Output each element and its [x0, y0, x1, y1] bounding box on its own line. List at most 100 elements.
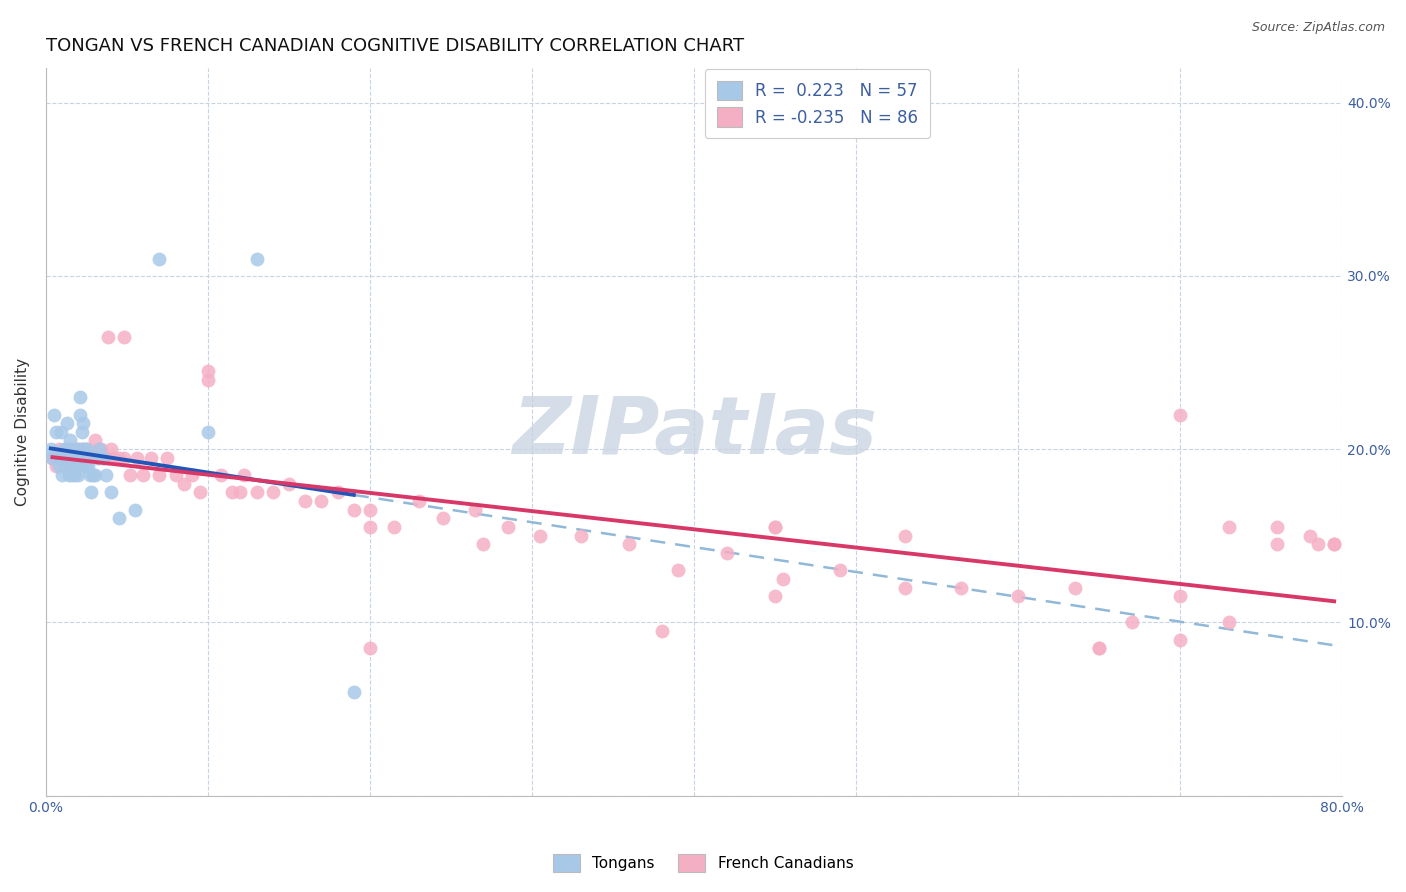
Point — [49, 450, 72, 465]
Point — [666, 564, 689, 578]
Point — [569, 529, 592, 543]
Point — [1007, 590, 1029, 604]
Point — [69, 390, 91, 404]
Point — [48, 442, 70, 457]
Point — [89, 442, 111, 457]
Point — [103, 450, 125, 465]
Point — [141, 450, 163, 465]
Point — [197, 364, 219, 378]
Point — [1306, 537, 1329, 551]
Point — [58, 450, 80, 465]
Point — [1088, 641, 1111, 656]
Point — [124, 503, 146, 517]
Point — [51, 450, 73, 465]
Point — [60, 450, 83, 465]
Point — [1267, 520, 1289, 534]
Point — [229, 485, 252, 500]
Point — [343, 684, 366, 698]
Point — [1064, 581, 1087, 595]
Point — [58, 442, 80, 457]
Point — [79, 468, 101, 483]
Point — [55, 459, 77, 474]
Point — [108, 511, 131, 525]
Point — [180, 468, 202, 483]
Point — [42, 408, 65, 422]
Point — [73, 442, 96, 457]
Point — [197, 373, 219, 387]
Point — [209, 468, 232, 483]
Point — [58, 468, 80, 483]
Text: TONGAN VS FRENCH CANADIAN COGNITIVE DISABILITY CORRELATION CHART: TONGAN VS FRENCH CANADIAN COGNITIVE DISA… — [46, 37, 744, 55]
Point — [108, 450, 131, 465]
Point — [894, 581, 917, 595]
Point — [49, 425, 72, 439]
Point — [82, 468, 104, 483]
Point — [56, 416, 79, 430]
Text: ZIPatlas: ZIPatlas — [512, 392, 876, 471]
Point — [472, 537, 495, 551]
Point — [63, 468, 86, 483]
Point — [45, 425, 67, 439]
Legend: R =  0.223   N = 57, R = -0.235   N = 86: R = 0.223 N = 57, R = -0.235 N = 86 — [704, 69, 929, 138]
Point — [48, 459, 70, 474]
Point — [76, 459, 98, 474]
Point — [45, 459, 67, 474]
Point — [52, 450, 75, 465]
Point — [90, 442, 112, 457]
Point — [716, 546, 738, 560]
Point — [51, 450, 73, 465]
Point — [52, 442, 75, 457]
Point — [56, 442, 79, 457]
Legend: Tongans, French Canadians: Tongans, French Canadians — [546, 846, 860, 880]
Point — [55, 450, 77, 465]
Point — [46, 450, 69, 465]
Point — [112, 450, 135, 465]
Point — [77, 459, 100, 474]
Point — [56, 450, 79, 465]
Point — [125, 450, 148, 465]
Point — [51, 468, 73, 483]
Point — [619, 537, 641, 551]
Point — [62, 459, 84, 474]
Point — [93, 450, 115, 465]
Point — [950, 581, 973, 595]
Point — [432, 511, 454, 525]
Point — [39, 442, 62, 457]
Point — [91, 450, 114, 465]
Point — [60, 450, 83, 465]
Point — [246, 252, 269, 266]
Point — [73, 450, 96, 465]
Point — [262, 485, 284, 500]
Point — [1168, 590, 1191, 604]
Point — [67, 450, 90, 465]
Point — [41, 450, 63, 465]
Point — [772, 572, 794, 586]
Point — [100, 442, 122, 457]
Point — [67, 468, 90, 483]
Point — [67, 442, 90, 457]
Point — [464, 503, 486, 517]
Point — [59, 450, 82, 465]
Point — [1088, 641, 1111, 656]
Point — [382, 520, 405, 534]
Point — [80, 485, 103, 500]
Point — [87, 450, 110, 465]
Point — [197, 425, 219, 439]
Point — [1218, 615, 1240, 630]
Point — [83, 468, 105, 483]
Point — [72, 416, 94, 430]
Point — [148, 252, 170, 266]
Point — [221, 485, 243, 500]
Point — [651, 624, 673, 639]
Point — [1218, 520, 1240, 534]
Point — [63, 450, 86, 465]
Point — [326, 485, 349, 500]
Point — [132, 468, 155, 483]
Point — [529, 529, 551, 543]
Point — [96, 329, 118, 343]
Point — [1323, 537, 1346, 551]
Point — [70, 425, 93, 439]
Point — [496, 520, 519, 534]
Point — [763, 590, 786, 604]
Point — [294, 494, 316, 508]
